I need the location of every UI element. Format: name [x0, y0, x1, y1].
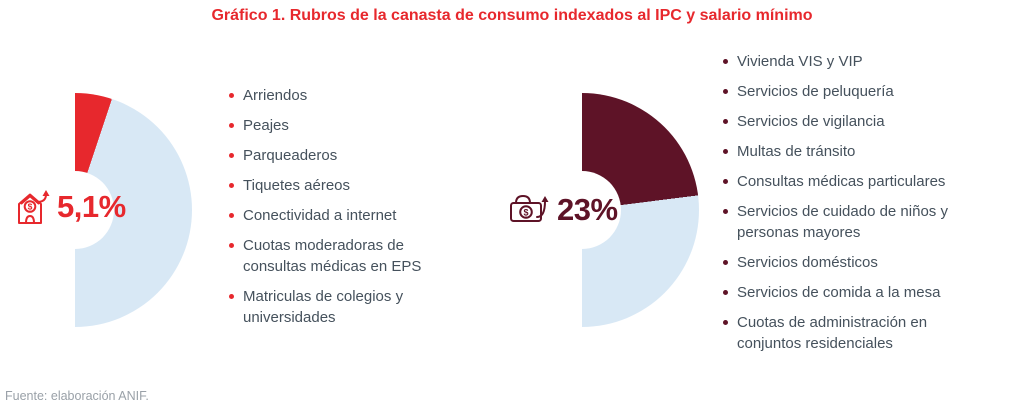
list-item: Servicios de cuidado de niños y personas… [721, 201, 971, 243]
list-item: Cuotas de administración en conjuntos re… [721, 312, 971, 354]
donut-label-ipc: $ 5,1% [13, 188, 126, 226]
donut-value-salario: 23% [557, 192, 618, 227]
list-item: Tiquetes aéreos [227, 175, 423, 196]
list-item: Parqueaderos [227, 145, 423, 166]
banknote-arrow-up-icon: $ [510, 195, 549, 222]
list-item: Servicios de comida a la mesa [721, 282, 971, 303]
donut-chart-ipc [75, 93, 192, 327]
svg-text:$: $ [523, 207, 528, 217]
list-item: Cuotas moderadoras de consultas médicas … [227, 235, 423, 277]
ipc-items-list: Arriendos Peajes Parqueaderos Tiquetes aére… [227, 85, 423, 337]
list-item: Consultas médicas particulares [721, 171, 971, 192]
salario-items-list: Vivienda VIS y VIP Servicios de peluquerí… [721, 51, 971, 363]
house-arrow-up-icon: $ [18, 190, 50, 224]
donut-value-ipc: 5,1% [57, 189, 126, 224]
source-note: Fuente: elaboración ANIF. [5, 389, 149, 403]
list-item: Arriendos [227, 85, 423, 106]
list-item: Matriculas de colegios y universidades [227, 286, 423, 328]
list-item: Multas de tránsito [721, 141, 971, 162]
list-item: Servicios domésticos [721, 252, 971, 273]
donut-chart-salario [582, 93, 699, 327]
list-item: Vivienda VIS y VIP [721, 51, 971, 72]
list-item: Conectividad a internet [227, 205, 423, 226]
donut-label-salario: $ 23% [507, 192, 618, 228]
svg-text:$: $ [28, 202, 33, 212]
list-item: Servicios de vigilancia [721, 111, 971, 132]
list-item: Servicios de peluquería [721, 81, 971, 102]
chart-title: Gráfico 1. Rubros de la canasta de consu… [211, 7, 813, 24]
list-item: Peajes [227, 115, 423, 136]
